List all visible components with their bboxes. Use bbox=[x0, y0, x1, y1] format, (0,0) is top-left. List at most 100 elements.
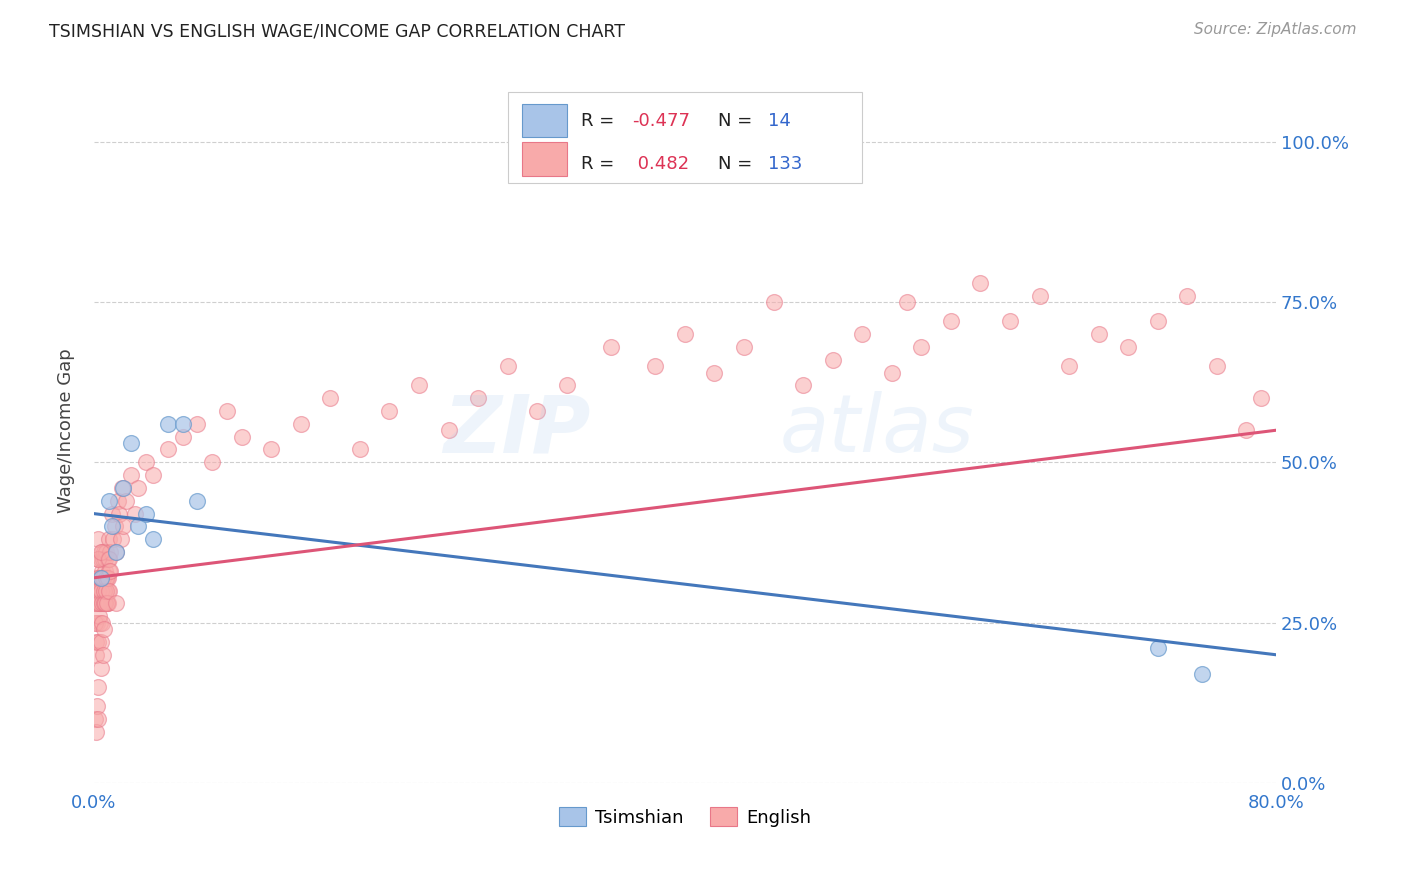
Point bbox=[90, 596, 112, 610]
FancyBboxPatch shape bbox=[522, 103, 567, 137]
Point bbox=[93, 596, 115, 610]
Point bbox=[998, 314, 1021, 328]
Point bbox=[84, 615, 107, 630]
Text: 14: 14 bbox=[768, 112, 790, 130]
Point bbox=[231, 430, 253, 444]
Point bbox=[100, 507, 122, 521]
Point bbox=[84, 635, 107, 649]
Point bbox=[526, 404, 548, 418]
Point bbox=[97, 571, 120, 585]
Point bbox=[91, 596, 114, 610]
Point bbox=[87, 533, 110, 547]
Point bbox=[93, 583, 115, 598]
Point bbox=[408, 378, 430, 392]
Point bbox=[90, 551, 112, 566]
Point bbox=[87, 583, 110, 598]
Y-axis label: Wage/Income Gap: Wage/Income Gap bbox=[58, 348, 75, 513]
Point bbox=[142, 468, 165, 483]
Point bbox=[319, 391, 342, 405]
Point bbox=[378, 404, 401, 418]
Point bbox=[91, 615, 114, 630]
Point bbox=[94, 571, 117, 585]
FancyBboxPatch shape bbox=[522, 143, 567, 177]
Point bbox=[172, 417, 194, 431]
Point bbox=[104, 519, 127, 533]
Point bbox=[90, 660, 112, 674]
Point bbox=[90, 571, 112, 585]
Point bbox=[120, 436, 142, 450]
Point bbox=[84, 648, 107, 662]
Point bbox=[87, 609, 110, 624]
Point bbox=[733, 340, 755, 354]
Point bbox=[96, 596, 118, 610]
Point bbox=[107, 493, 129, 508]
Point bbox=[703, 366, 725, 380]
Point bbox=[86, 699, 108, 714]
Point bbox=[84, 583, 107, 598]
Point bbox=[1234, 423, 1257, 437]
FancyBboxPatch shape bbox=[508, 92, 862, 183]
Point bbox=[93, 596, 115, 610]
Point bbox=[97, 551, 120, 566]
Point bbox=[93, 571, 115, 585]
Point bbox=[555, 378, 578, 392]
Point bbox=[111, 481, 134, 495]
Point bbox=[290, 417, 312, 431]
Point bbox=[105, 596, 128, 610]
Point bbox=[821, 352, 844, 367]
Point bbox=[84, 712, 107, 726]
Point bbox=[135, 507, 157, 521]
Text: N =: N = bbox=[718, 154, 752, 172]
Text: atlas: atlas bbox=[779, 392, 974, 469]
Point bbox=[792, 378, 814, 392]
Point bbox=[98, 545, 121, 559]
Point bbox=[762, 295, 785, 310]
Point bbox=[1175, 288, 1198, 302]
Point bbox=[969, 276, 991, 290]
Point bbox=[110, 533, 132, 547]
Point bbox=[260, 442, 283, 457]
Point bbox=[87, 712, 110, 726]
Point bbox=[1146, 314, 1168, 328]
Point bbox=[1087, 326, 1109, 341]
Text: TSIMSHIAN VS ENGLISH WAGE/INCOME GAP CORRELATION CHART: TSIMSHIAN VS ENGLISH WAGE/INCOME GAP COR… bbox=[49, 22, 626, 40]
Point bbox=[215, 404, 238, 418]
Point bbox=[86, 551, 108, 566]
Point bbox=[84, 724, 107, 739]
Point bbox=[101, 533, 124, 547]
Point bbox=[96, 545, 118, 559]
Point bbox=[673, 326, 696, 341]
Point bbox=[94, 551, 117, 566]
Point bbox=[90, 565, 112, 579]
Point bbox=[93, 622, 115, 636]
Point bbox=[93, 565, 115, 579]
Text: R =: R = bbox=[581, 154, 614, 172]
Point bbox=[1191, 667, 1213, 681]
Point bbox=[896, 295, 918, 310]
Point bbox=[120, 468, 142, 483]
Point bbox=[90, 583, 112, 598]
Point bbox=[437, 423, 460, 437]
Point bbox=[90, 635, 112, 649]
Point bbox=[156, 417, 179, 431]
Point bbox=[98, 565, 121, 579]
Point bbox=[172, 430, 194, 444]
Point bbox=[112, 519, 135, 533]
Point bbox=[108, 507, 131, 521]
Point bbox=[94, 596, 117, 610]
Point bbox=[127, 481, 149, 495]
Point bbox=[96, 551, 118, 566]
Point bbox=[851, 326, 873, 341]
Point bbox=[127, 519, 149, 533]
Point bbox=[89, 596, 111, 610]
Text: 133: 133 bbox=[768, 154, 801, 172]
Point bbox=[94, 583, 117, 598]
Point bbox=[97, 596, 120, 610]
Point bbox=[86, 583, 108, 598]
Point bbox=[96, 571, 118, 585]
Text: 0.482: 0.482 bbox=[631, 154, 689, 172]
Point bbox=[84, 596, 107, 610]
Point bbox=[115, 493, 138, 508]
Point bbox=[91, 551, 114, 566]
Point bbox=[142, 533, 165, 547]
